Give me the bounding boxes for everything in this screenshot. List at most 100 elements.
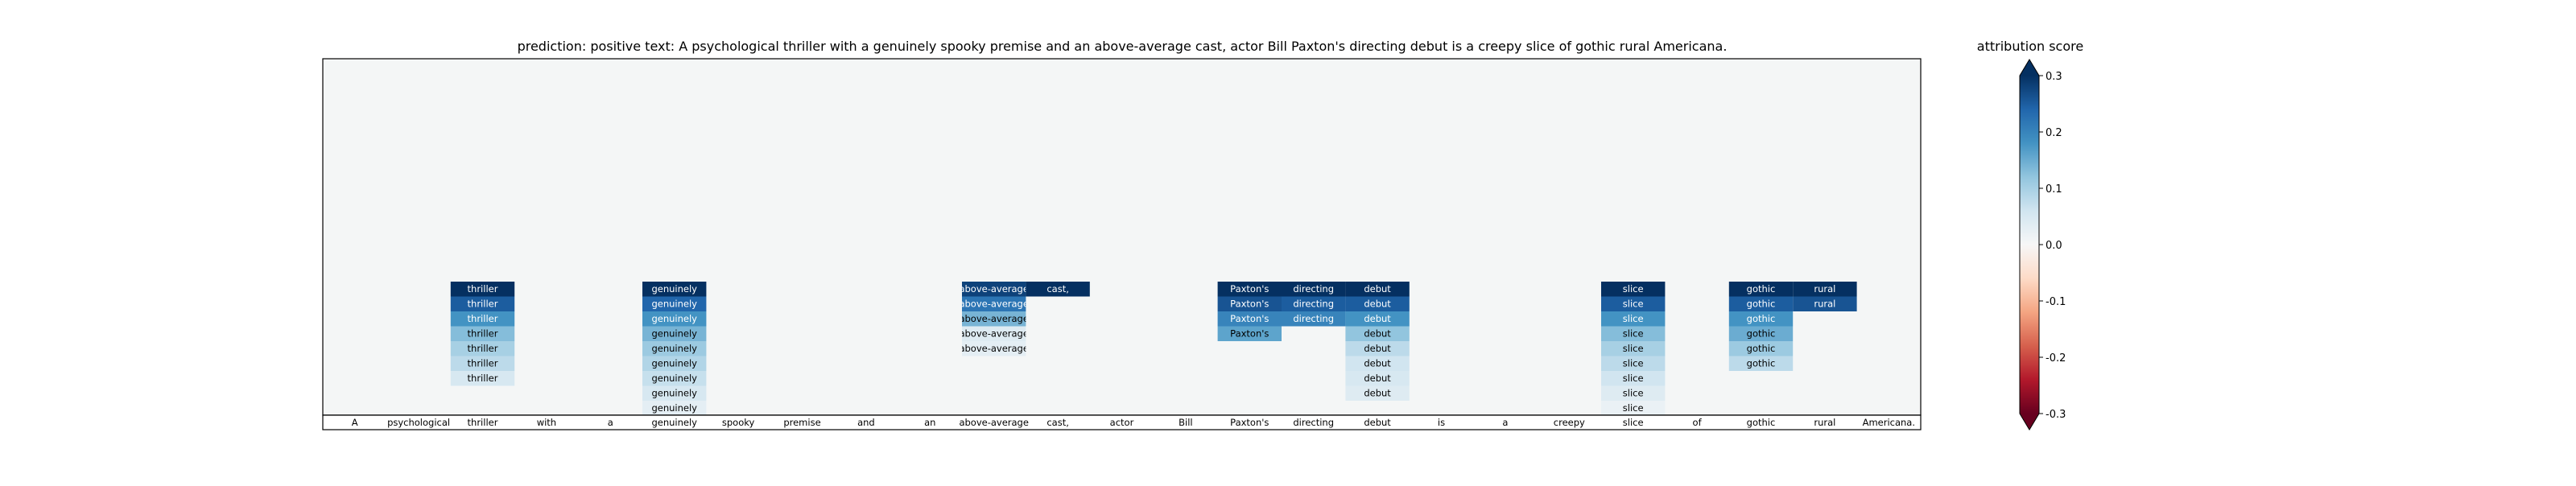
token-label: thriller <box>468 417 498 428</box>
token-label: genuinely <box>651 417 697 428</box>
heatmap-cells: thriller thriller thriller thriller thriller… <box>450 282 1857 416</box>
attribution-cell <box>1217 282 1282 297</box>
attribution-cell <box>1345 326 1410 341</box>
cell-label: debut <box>1364 283 1391 294</box>
attribution-cell <box>1282 311 1346 327</box>
colorbar-tick-label: 0.2 <box>2046 127 2062 139</box>
cell-label: directing <box>1293 313 1334 324</box>
cell-label: above-average <box>959 343 1029 354</box>
cell-label: thriller <box>468 343 498 354</box>
cell-label: genuinely <box>651 373 697 384</box>
attribution-cell <box>1728 282 1794 297</box>
attribution-cell <box>1601 385 1666 401</box>
token-label: above-average <box>959 417 1029 428</box>
cell-label: gothic <box>1747 358 1776 369</box>
token-label: with <box>537 417 556 428</box>
attribution-cell <box>642 326 707 341</box>
cell-label: slice <box>1623 373 1644 384</box>
cell-label: slice <box>1623 328 1644 340</box>
cell-label: rural <box>1814 283 1835 294</box>
cell-label: slice <box>1623 358 1644 369</box>
cell-label: Paxton's <box>1230 283 1269 294</box>
cell-label: genuinely <box>651 328 697 340</box>
token-label: an <box>924 417 935 428</box>
attribution-cell <box>1217 296 1282 311</box>
attribution-cell <box>1282 282 1346 297</box>
attribution-cell <box>642 385 707 401</box>
token-label: Paxton's <box>1230 417 1269 428</box>
cell-label: above-average <box>959 313 1029 324</box>
colorbar-extend-max <box>2020 60 2039 76</box>
token-label: debut <box>1364 417 1391 428</box>
cell-label: debut <box>1364 299 1391 310</box>
attribution-cell <box>642 371 707 386</box>
cell-label: rural <box>1814 299 1835 310</box>
plot-background <box>323 59 1921 415</box>
attribution-cell <box>1728 356 1794 371</box>
attribution-cell <box>450 282 515 297</box>
token-label: psychological <box>387 417 450 428</box>
token-label: Americana. <box>1863 417 1915 428</box>
token-label: premise <box>783 417 820 428</box>
colorbar: -0.3 -0.2 -0.1 0.0 0.1 0.2 0.3 <box>2019 59 2066 430</box>
cell-label: gothic <box>1747 299 1776 310</box>
cell-label: thriller <box>468 299 498 310</box>
cell-label: slice <box>1623 402 1644 414</box>
attribution-cell <box>1728 296 1794 311</box>
token-label: a <box>1502 417 1508 428</box>
attribution-cell <box>1026 282 1090 297</box>
cell-label: debut <box>1364 343 1391 354</box>
attribution-cell <box>962 296 1026 311</box>
attribution-cell <box>450 311 515 327</box>
cell-label: thriller <box>468 283 498 294</box>
token-label: a <box>608 417 613 428</box>
cell-label: thriller <box>468 313 498 324</box>
attribution-cell <box>642 311 707 327</box>
cell-label: slice <box>1623 283 1644 294</box>
attribution-cell <box>642 401 707 416</box>
attribution-cell <box>1728 311 1794 327</box>
attribution-cell <box>1793 296 1857 311</box>
colorbar-tick-label: 0.3 <box>2046 71 2062 83</box>
cell-label: slice <box>1623 313 1644 324</box>
cell-label: Paxton's <box>1230 299 1269 310</box>
token-label: spooky <box>722 417 755 428</box>
cell-label: directing <box>1293 283 1334 294</box>
attribution-cell <box>450 341 515 356</box>
cell-label: gothic <box>1747 328 1776 340</box>
token-strip-frame <box>322 414 1922 430</box>
colorbar-tick-label: 0.1 <box>2046 183 2062 196</box>
cell-label: debut <box>1364 373 1391 384</box>
token-label: creepy <box>1554 417 1585 428</box>
cell-label: genuinely <box>651 313 697 324</box>
cell-label: thriller <box>468 328 498 340</box>
attribution-cell <box>1601 282 1666 297</box>
attribution-cell <box>1345 311 1410 327</box>
attribution-cell <box>1345 296 1410 311</box>
attribution-cell <box>1728 326 1794 341</box>
cell-label: Paxton's <box>1230 328 1269 340</box>
token-label: rural <box>1814 417 1835 428</box>
attribution-cell <box>962 326 1026 341</box>
attribution-cell <box>450 296 515 311</box>
colorbar-gradient <box>2020 76 2039 414</box>
attribution-cell <box>642 296 707 311</box>
cell-label: debut <box>1364 358 1391 369</box>
attribution-cell <box>962 282 1026 297</box>
cell-label: debut <box>1364 388 1391 399</box>
attribution-cell <box>1345 356 1410 371</box>
cell-label: slice <box>1623 299 1644 310</box>
token-label: A <box>352 417 358 428</box>
cell-label: genuinely <box>651 402 697 414</box>
token-label: gothic <box>1747 417 1776 428</box>
attribution-cell <box>450 326 515 341</box>
cell-label: genuinely <box>651 358 697 369</box>
cell-label: Paxton's <box>1230 313 1269 324</box>
cell-label: above-average <box>959 328 1029 340</box>
attribution-cell <box>642 356 707 371</box>
chart-title: prediction: positive text: A psychologic… <box>518 39 1728 54</box>
attribution-cell <box>1282 296 1346 311</box>
cell-label: slice <box>1623 388 1644 399</box>
